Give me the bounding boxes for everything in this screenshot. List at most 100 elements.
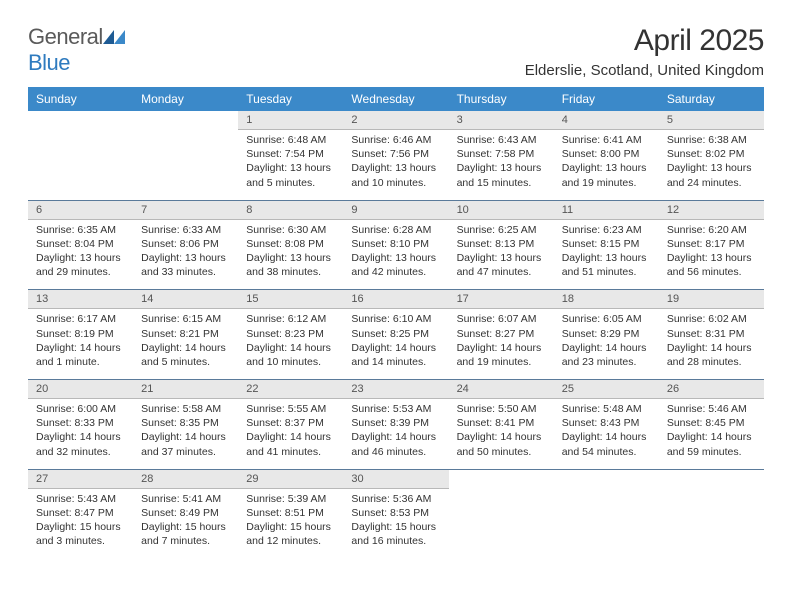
sunrise-text: Sunrise: 6:33 AM (141, 223, 230, 237)
day-detail-cell: Sunrise: 6:02 AMSunset: 8:31 PMDaylight:… (659, 309, 764, 380)
day-number-cell: 5 (659, 111, 764, 130)
daylight-text: Daylight: 15 hours and 7 minutes. (141, 520, 230, 548)
sunset-text: Sunset: 7:56 PM (351, 147, 440, 161)
day-number-cell: 30 (343, 469, 448, 488)
day-detail-cell: Sunrise: 6:25 AMSunset: 8:13 PMDaylight:… (449, 219, 554, 290)
sunset-text: Sunset: 8:17 PM (667, 237, 756, 251)
sunset-text: Sunset: 8:49 PM (141, 506, 230, 520)
daylight-text: Daylight: 14 hours and 32 minutes. (36, 430, 125, 458)
day-detail-cell: Sunrise: 6:28 AMSunset: 8:10 PMDaylight:… (343, 219, 448, 290)
sunset-text: Sunset: 8:19 PM (36, 327, 125, 341)
logo: General Blue (28, 24, 125, 76)
sunset-text: Sunset: 8:02 PM (667, 147, 756, 161)
sunrise-text: Sunrise: 6:17 AM (36, 312, 125, 326)
day-detail-row: Sunrise: 5:43 AMSunset: 8:47 PMDaylight:… (28, 488, 764, 558)
day-number-cell: 24 (449, 380, 554, 399)
sunrise-text: Sunrise: 6:15 AM (141, 312, 230, 326)
day-header: Tuesday (238, 87, 343, 111)
sunrise-text: Sunrise: 6:00 AM (36, 402, 125, 416)
day-number-cell (659, 469, 764, 488)
day-detail-cell: Sunrise: 6:46 AMSunset: 7:56 PMDaylight:… (343, 130, 448, 201)
day-detail-cell (28, 130, 133, 201)
sunset-text: Sunset: 7:58 PM (457, 147, 546, 161)
day-detail-row: Sunrise: 6:48 AMSunset: 7:54 PMDaylight:… (28, 130, 764, 201)
day-detail-cell: Sunrise: 5:53 AMSunset: 8:39 PMDaylight:… (343, 399, 448, 470)
sunrise-text: Sunrise: 6:28 AM (351, 223, 440, 237)
sunset-text: Sunset: 8:39 PM (351, 416, 440, 430)
day-number-cell: 29 (238, 469, 343, 488)
day-number-cell: 15 (238, 290, 343, 309)
sunset-text: Sunset: 8:53 PM (351, 506, 440, 520)
sunrise-text: Sunrise: 5:36 AM (351, 492, 440, 506)
sunrise-text: Sunrise: 6:46 AM (351, 133, 440, 147)
daylight-text: Daylight: 15 hours and 16 minutes. (351, 520, 440, 548)
daylight-text: Daylight: 13 hours and 29 minutes. (36, 251, 125, 279)
daylight-text: Daylight: 14 hours and 10 minutes. (246, 341, 335, 369)
sunset-text: Sunset: 8:31 PM (667, 327, 756, 341)
sunset-text: Sunset: 7:54 PM (246, 147, 335, 161)
day-detail-cell: Sunrise: 6:00 AMSunset: 8:33 PMDaylight:… (28, 399, 133, 470)
day-detail-cell: Sunrise: 6:20 AMSunset: 8:17 PMDaylight:… (659, 219, 764, 290)
day-header-row: Sunday Monday Tuesday Wednesday Thursday… (28, 87, 764, 111)
day-header: Friday (554, 87, 659, 111)
sunset-text: Sunset: 8:51 PM (246, 506, 335, 520)
sunrise-text: Sunrise: 6:25 AM (457, 223, 546, 237)
sunrise-text: Sunrise: 6:07 AM (457, 312, 546, 326)
daylight-text: Daylight: 14 hours and 1 minute. (36, 341, 125, 369)
sunset-text: Sunset: 8:43 PM (562, 416, 651, 430)
day-number-cell: 6 (28, 200, 133, 219)
sunrise-text: Sunrise: 6:43 AM (457, 133, 546, 147)
day-detail-cell: Sunrise: 6:12 AMSunset: 8:23 PMDaylight:… (238, 309, 343, 380)
day-detail-cell: Sunrise: 5:39 AMSunset: 8:51 PMDaylight:… (238, 488, 343, 558)
daylight-text: Daylight: 14 hours and 19 minutes. (457, 341, 546, 369)
day-number-cell: 12 (659, 200, 764, 219)
day-number-cell: 26 (659, 380, 764, 399)
daylight-text: Daylight: 13 hours and 15 minutes. (457, 161, 546, 189)
day-number-cell: 22 (238, 380, 343, 399)
sunrise-text: Sunrise: 5:41 AM (141, 492, 230, 506)
sunset-text: Sunset: 8:04 PM (36, 237, 125, 251)
day-detail-cell: Sunrise: 6:05 AMSunset: 8:29 PMDaylight:… (554, 309, 659, 380)
day-number-row: 13141516171819 (28, 290, 764, 309)
day-detail-cell: Sunrise: 6:17 AMSunset: 8:19 PMDaylight:… (28, 309, 133, 380)
day-number-cell (28, 111, 133, 130)
day-header: Sunday (28, 87, 133, 111)
day-header: Monday (133, 87, 238, 111)
day-number-cell (133, 111, 238, 130)
daylight-text: Daylight: 14 hours and 5 minutes. (141, 341, 230, 369)
sunrise-text: Sunrise: 6:41 AM (562, 133, 651, 147)
sunset-text: Sunset: 8:27 PM (457, 327, 546, 341)
day-detail-cell: Sunrise: 5:41 AMSunset: 8:49 PMDaylight:… (133, 488, 238, 558)
header: General Blue April 2025 Elderslie, Scotl… (28, 24, 764, 79)
day-number-cell: 3 (449, 111, 554, 130)
daylight-text: Daylight: 13 hours and 56 minutes. (667, 251, 756, 279)
day-detail-cell: Sunrise: 5:46 AMSunset: 8:45 PMDaylight:… (659, 399, 764, 470)
sunrise-text: Sunrise: 6:20 AM (667, 223, 756, 237)
day-detail-cell (133, 130, 238, 201)
calendar-table: Sunday Monday Tuesday Wednesday Thursday… (28, 87, 764, 558)
daylight-text: Daylight: 13 hours and 19 minutes. (562, 161, 651, 189)
daylight-text: Daylight: 14 hours and 59 minutes. (667, 430, 756, 458)
daylight-text: Daylight: 13 hours and 5 minutes. (246, 161, 335, 189)
day-number-row: 27282930 (28, 469, 764, 488)
day-detail-cell: Sunrise: 6:07 AMSunset: 8:27 PMDaylight:… (449, 309, 554, 380)
day-number-cell: 8 (238, 200, 343, 219)
day-number-cell: 11 (554, 200, 659, 219)
day-number-row: 6789101112 (28, 200, 764, 219)
day-number-row: 20212223242526 (28, 380, 764, 399)
sunset-text: Sunset: 8:08 PM (246, 237, 335, 251)
day-detail-row: Sunrise: 6:35 AMSunset: 8:04 PMDaylight:… (28, 219, 764, 290)
sunrise-text: Sunrise: 5:53 AM (351, 402, 440, 416)
daylight-text: Daylight: 13 hours and 51 minutes. (562, 251, 651, 279)
day-detail-row: Sunrise: 6:17 AMSunset: 8:19 PMDaylight:… (28, 309, 764, 380)
day-header: Wednesday (343, 87, 448, 111)
sunrise-text: Sunrise: 5:50 AM (457, 402, 546, 416)
day-detail-cell (449, 488, 554, 558)
day-number-cell: 17 (449, 290, 554, 309)
day-number-cell: 9 (343, 200, 448, 219)
day-number-cell: 2 (343, 111, 448, 130)
sunset-text: Sunset: 8:00 PM (562, 147, 651, 161)
day-detail-cell (554, 488, 659, 558)
sunset-text: Sunset: 8:37 PM (246, 416, 335, 430)
logo-general: General (28, 24, 103, 49)
